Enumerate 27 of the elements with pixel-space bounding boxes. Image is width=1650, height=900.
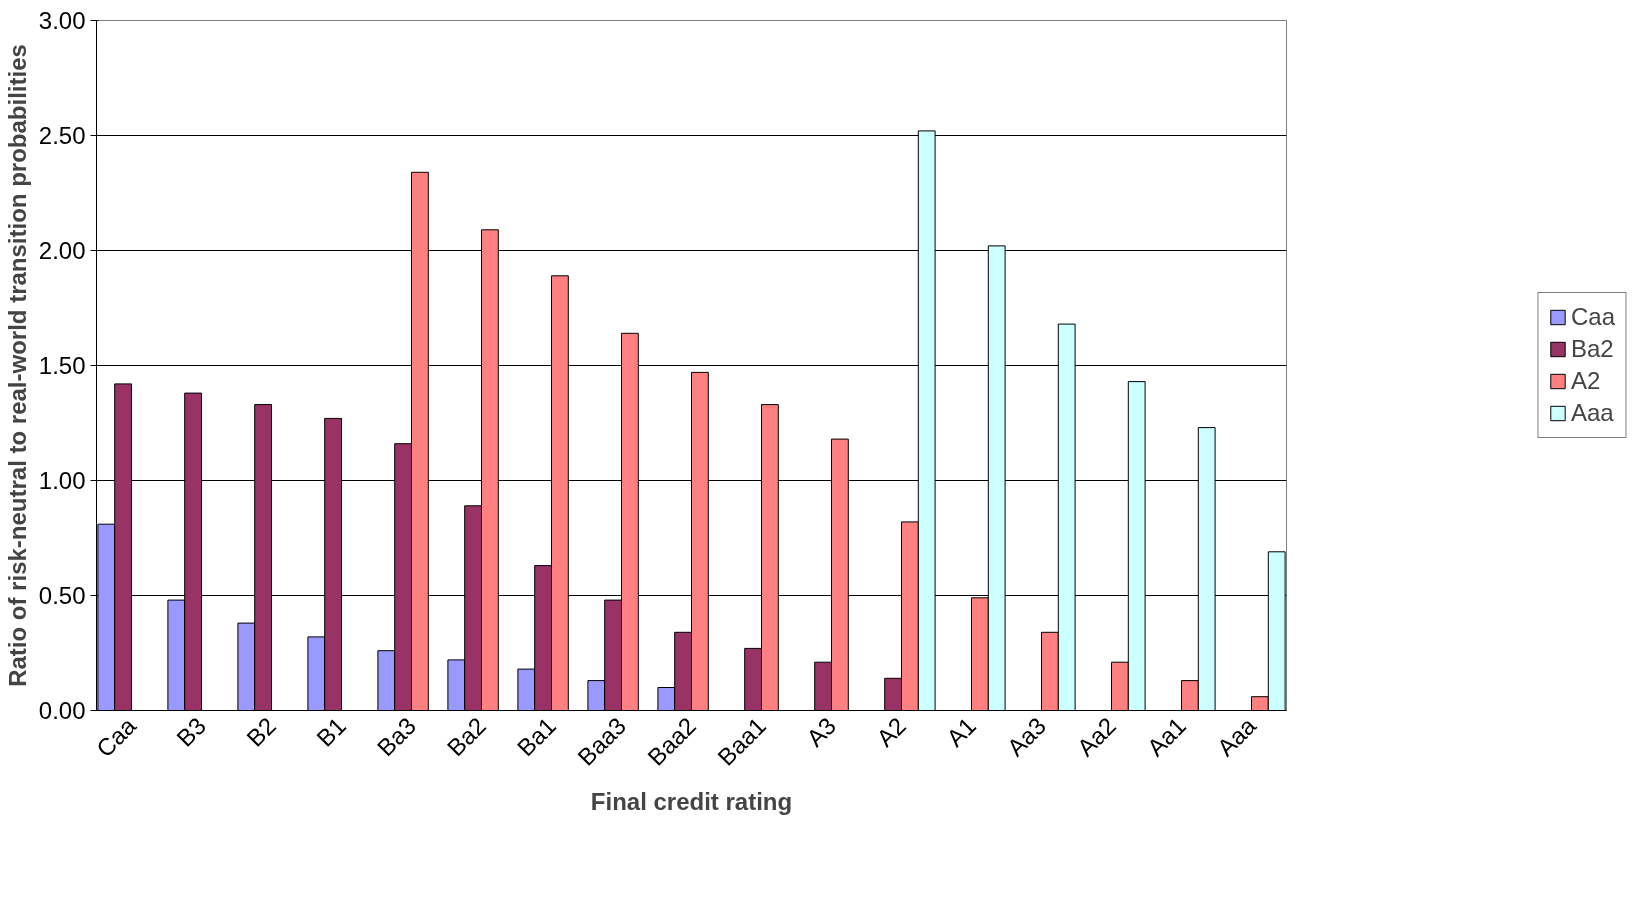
x-tick-label: A1 [941,711,982,752]
x-tick-label: Ba2 [441,711,492,762]
x-tick-label: B1 [311,711,352,752]
x-tick-label: Aa2 [1071,711,1122,762]
x-tick-label: Caa [90,711,142,763]
x-tick-label: Aa3 [1001,711,1052,762]
legend-label: A2 [1570,367,1601,395]
x-tick-label: Aa1 [1141,711,1192,762]
x-tick-label: Ba3 [371,711,422,762]
legend-label: Ba2 [1570,335,1614,363]
x-tick-label: Aaa [1211,711,1262,762]
y-tick-label: 0.00 [38,697,86,724]
legend-label: Caa [1570,303,1616,331]
legend-label: Aaa [1570,399,1614,427]
y-axis-title: Ratio of risk-neutral to real-world transition probabilities [3,44,31,687]
x-tick-label: B3 [171,711,212,752]
y-tick-label: 1.50 [38,352,86,379]
x-tick-label: Ba1 [511,711,562,762]
y-tick-label: 3.00 [38,7,86,34]
y-tick-label: 0.50 [38,582,86,609]
x-tick-label: A2 [871,711,912,752]
y-tick-label: 2.50 [38,122,86,149]
x-axis-title: Final credit rating [590,788,793,816]
x-tick-label: B2 [241,711,282,752]
x-tick-label: A3 [801,711,842,752]
y-tick-label: 2.00 [38,237,86,264]
y-tick-label: 1.00 [38,467,86,494]
